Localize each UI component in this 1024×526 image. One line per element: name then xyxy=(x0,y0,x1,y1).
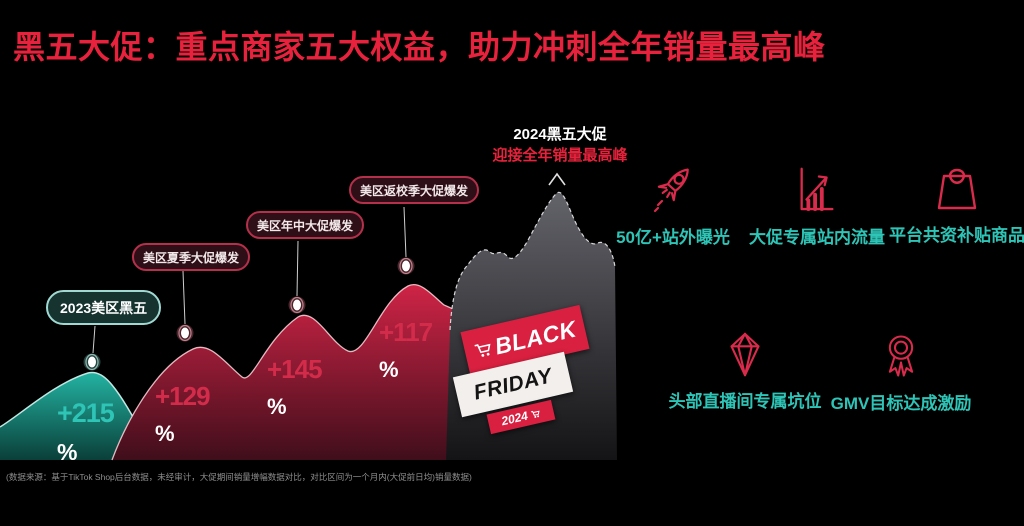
benefit-offsite-exposure: 50亿+站外曝光 xyxy=(598,160,748,248)
badge-friday-text: FRIDAY xyxy=(471,363,555,405)
badge-black-text: BLACK xyxy=(492,315,579,360)
benefit-label: 头部直播间专属坑位 xyxy=(668,392,822,411)
growth-number: +215 xyxy=(57,398,115,428)
growth-value-backtoschool-promo: +117 % xyxy=(379,317,433,382)
milestone-pill-summer-promo: 美区夏季大促爆发 xyxy=(132,243,251,271)
cart-icon xyxy=(530,410,540,418)
growth-unit: % xyxy=(379,357,399,382)
growth-number: +145 xyxy=(267,354,323,384)
bar-chart-icon xyxy=(800,167,834,211)
ridge-2024-blackfriday xyxy=(449,191,616,331)
benefit-label: 50亿+站外曝光 xyxy=(616,228,730,247)
annotation-2024-blackfriday: 2024黑五大促 迎接全年销量最高峰 xyxy=(482,126,638,165)
benefit-label: 平台共资补贴商品 xyxy=(889,226,1024,245)
page-title: 黑五大促：重点商家五大权益，助力冲刺全年销量最高峰 xyxy=(13,29,826,65)
milestone-pill-label: 2023美区黑五 xyxy=(60,299,148,316)
annotation-2024-title: 2024黑五大促 xyxy=(513,126,607,143)
area-2024-promos xyxy=(112,284,462,460)
benefit-livestream-slot: 头部直播间专属坑位 xyxy=(660,330,830,412)
growth-value-2023-blackfriday: +215 % xyxy=(57,398,115,465)
milestone-pill-midyear-promo: 美区年中大促爆发 xyxy=(246,211,365,239)
data-source-footnote: (数据来源：基于TikTok Shop后台数据，未经审计，大促期间销量增幅数据对… xyxy=(6,472,472,482)
growth-value-midyear-promo: +145 % xyxy=(267,354,323,419)
cart-icon xyxy=(474,343,490,357)
growth-unit: % xyxy=(267,394,287,419)
area-2023-blackfriday xyxy=(0,372,152,460)
benefit-label: GMV目标达成激励 xyxy=(830,394,972,413)
milestone-pill-label: 美区返校季大促爆发 xyxy=(360,183,469,198)
badge-year-tag: 2024 xyxy=(486,399,556,435)
growth-unit: % xyxy=(57,439,78,465)
shopping-bag-icon xyxy=(937,168,977,210)
black-friday-badge: BLACK FRIDAY 2024 xyxy=(448,304,598,440)
growth-unit: % xyxy=(155,421,175,446)
badge-black-banner: BLACK xyxy=(460,304,590,377)
benefit-onsite-traffic: 大促专属站内流量 xyxy=(742,160,892,248)
rocket-icon xyxy=(653,168,689,213)
peak-arrow-icon xyxy=(548,172,566,186)
medal-icon xyxy=(888,335,914,377)
badge-year-text: 2024 xyxy=(500,408,530,429)
growth-value-summer-promo: +129 % xyxy=(155,381,211,446)
milestone-pill-label: 美区夏季大促爆发 xyxy=(143,250,240,265)
benefit-platform-subsidy: 平台共资补贴商品 xyxy=(882,160,1024,246)
milestone-pill-backtoschool-promo: 美区返校季大促爆发 xyxy=(349,176,480,204)
milestone-pill-2023-blackfriday: 2023美区黑五 xyxy=(46,290,162,325)
growth-number: +129 xyxy=(155,381,211,411)
benefit-gmv-incentive: GMV目标达成激励 xyxy=(816,330,986,414)
benefit-label: 大促专属站内流量 xyxy=(749,228,885,247)
peak-markers xyxy=(83,257,415,371)
diamond-icon xyxy=(730,332,760,377)
milestone-pill-label: 美区年中大促爆发 xyxy=(257,218,354,233)
annotation-2024-subtitle: 迎接全年销量最高峰 xyxy=(492,147,628,164)
ridge-2023-blackfriday xyxy=(0,371,143,434)
growth-number: +117 xyxy=(379,317,433,347)
ridge-2024-promos xyxy=(111,284,463,461)
marker-connectors xyxy=(92,206,407,354)
